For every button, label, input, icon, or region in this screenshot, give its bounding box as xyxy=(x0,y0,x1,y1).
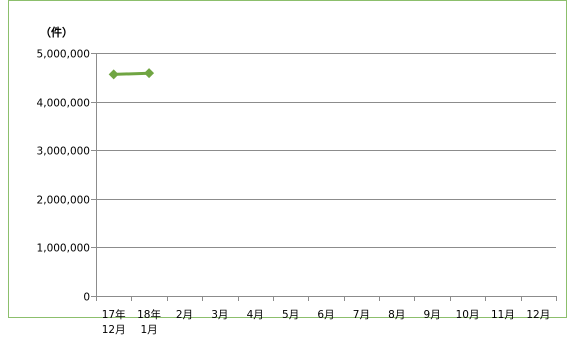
x-tick-label: 12月 xyxy=(102,324,126,336)
axes xyxy=(91,53,557,301)
x-tick-label: 18年 xyxy=(137,308,161,321)
y-tick-label: 3,000,000 xyxy=(37,146,90,158)
x-tick-labels: 17年 12月 18年 1月 2月 3月 4月 5月 6月 7月 8月 9月 10月 11月 12月 xyxy=(102,308,550,336)
x-tick-label: 2月 xyxy=(176,309,193,321)
x-tick-label: 9月 xyxy=(424,309,441,321)
x-tick-label: 6月 xyxy=(317,309,334,321)
x-tick-label: 5月 xyxy=(282,309,299,321)
x-tick-label: 12月 xyxy=(526,309,550,321)
x-tick-label: 17年 xyxy=(102,308,126,321)
y-tick-label: 1,000,000 xyxy=(37,243,90,255)
x-tick-label: 8月 xyxy=(388,309,405,321)
x-tick-label: 4月 xyxy=(247,309,264,321)
series-layer xyxy=(108,68,155,80)
gridlines xyxy=(96,53,556,248)
x-tick-label: 11月 xyxy=(491,309,515,321)
y-tick-label: 4,000,000 xyxy=(37,98,90,110)
series-line xyxy=(113,71,150,76)
data-point-marker xyxy=(108,69,119,80)
y-tick-label: 5,000,000 xyxy=(37,49,90,61)
y-tick-labels: 0 1,000,000 2,000,000 3,000,000 4,000,000 5,0… xyxy=(37,49,90,304)
y-tick-label: 2,000,000 xyxy=(37,195,90,207)
data-point-marker xyxy=(144,68,155,79)
y-tick-label: 0 xyxy=(83,292,90,304)
x-tick-label: 3月 xyxy=(211,309,228,321)
chart-frame xyxy=(8,0,567,318)
x-tick-label: 7月 xyxy=(353,309,370,321)
x-tick-label: 1月 xyxy=(140,324,157,336)
y-unit-label: （件） xyxy=(40,25,73,39)
x-tick-label: 10月 xyxy=(456,309,480,321)
